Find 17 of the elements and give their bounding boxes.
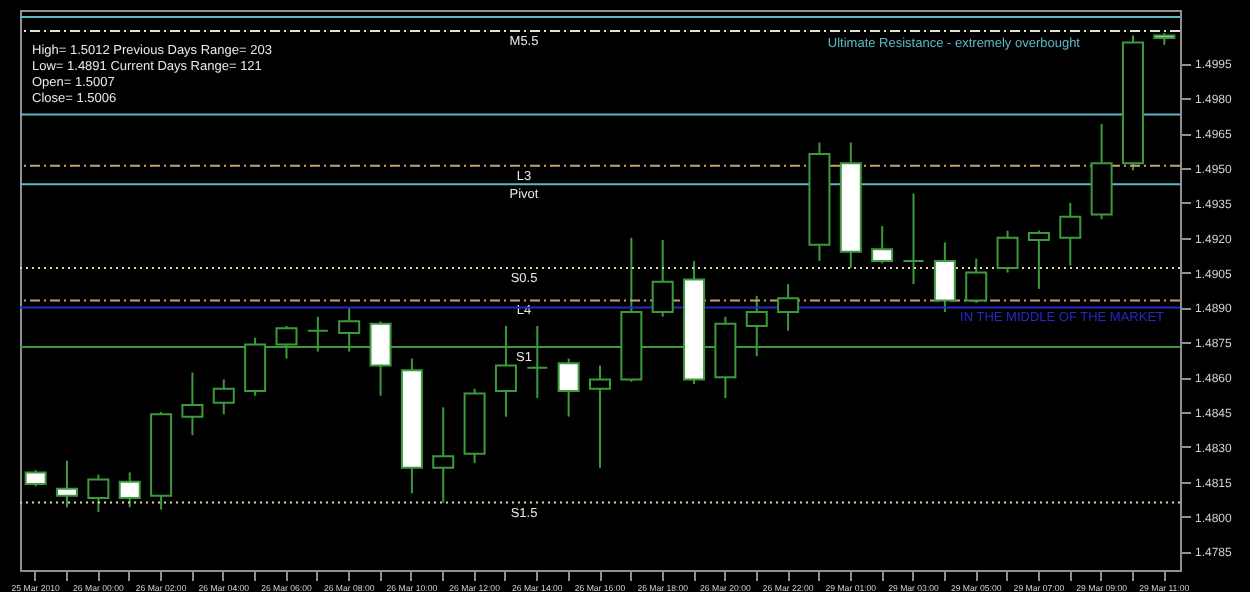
candlestick bbox=[651, 239, 674, 318]
candlestick bbox=[996, 229, 1019, 274]
candlestick bbox=[181, 371, 204, 437]
candlestick bbox=[902, 192, 925, 286]
candlestick bbox=[777, 283, 800, 332]
candlestick bbox=[87, 473, 110, 513]
candlestick bbox=[965, 257, 988, 304]
candlestick bbox=[1059, 201, 1082, 267]
candlestick bbox=[212, 378, 235, 416]
candlestick bbox=[118, 471, 141, 509]
candlestick bbox=[432, 406, 455, 504]
candlestick bbox=[871, 225, 894, 265]
candlestick bbox=[557, 357, 580, 418]
candlestick bbox=[933, 241, 956, 314]
candlestick bbox=[1027, 229, 1050, 290]
candlestick bbox=[56, 459, 79, 509]
candlestick bbox=[589, 364, 611, 469]
